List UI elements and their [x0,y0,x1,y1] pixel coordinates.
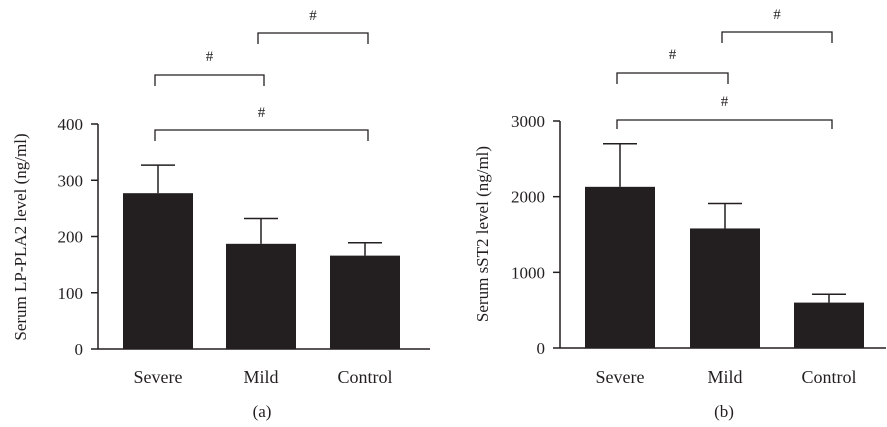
x-category-label: Severe [596,367,645,387]
significance-bracket [616,119,833,129]
significance-bracket [257,32,369,44]
x-category-label: Control [801,367,856,387]
significance-label: # [721,94,729,110]
significance-label: # [206,49,214,65]
significance-label: # [258,105,266,121]
panel-b-chart: 0 1000 2000 3000 Serum sST2 level (ng/ml) Sev… [473,7,886,421]
bar-severe [585,186,655,348]
significance-bracket [154,74,265,86]
y-tick-label: 1000 [511,263,545,282]
significance-label: # [773,7,781,23]
y-tick-label: 300 [58,171,84,190]
y-axis-title: Serum LP-PLA2 level (ng/ml) [11,133,30,340]
bar-mild [226,243,296,349]
y-tick-label: 3000 [511,112,545,131]
y-tick-label: 100 [58,284,84,303]
x-category-label: Mild [243,367,278,387]
y-tick-label: 200 [58,228,84,247]
significance-label: # [309,8,317,24]
y-tick-label: 0 [537,339,546,358]
x-category-label: Severe [134,367,183,387]
significance-bracket [616,72,729,84]
significance-label: # [669,47,677,63]
significance-bracket [154,129,369,141]
y-tick-label: 400 [58,115,84,134]
y-axis-title: Serum sST2 level (ng/ml) [473,146,492,322]
significance-bracket [721,31,833,43]
x-category-label: Control [337,367,392,387]
bar-control [330,255,400,349]
bar-control [794,302,864,348]
y-tick-label: 0 [75,340,84,359]
panel-a-chart: 0 100 200 300 400 Serum LP-PLA2 level (ng/ml)… [11,8,430,421]
bar-mild [690,228,760,348]
bar-severe [123,193,193,349]
y-tick-label: 2000 [511,188,545,207]
panel-label: (b) [714,402,734,421]
panel-label: (a) [253,402,272,421]
x-category-label: Mild [707,367,742,387]
